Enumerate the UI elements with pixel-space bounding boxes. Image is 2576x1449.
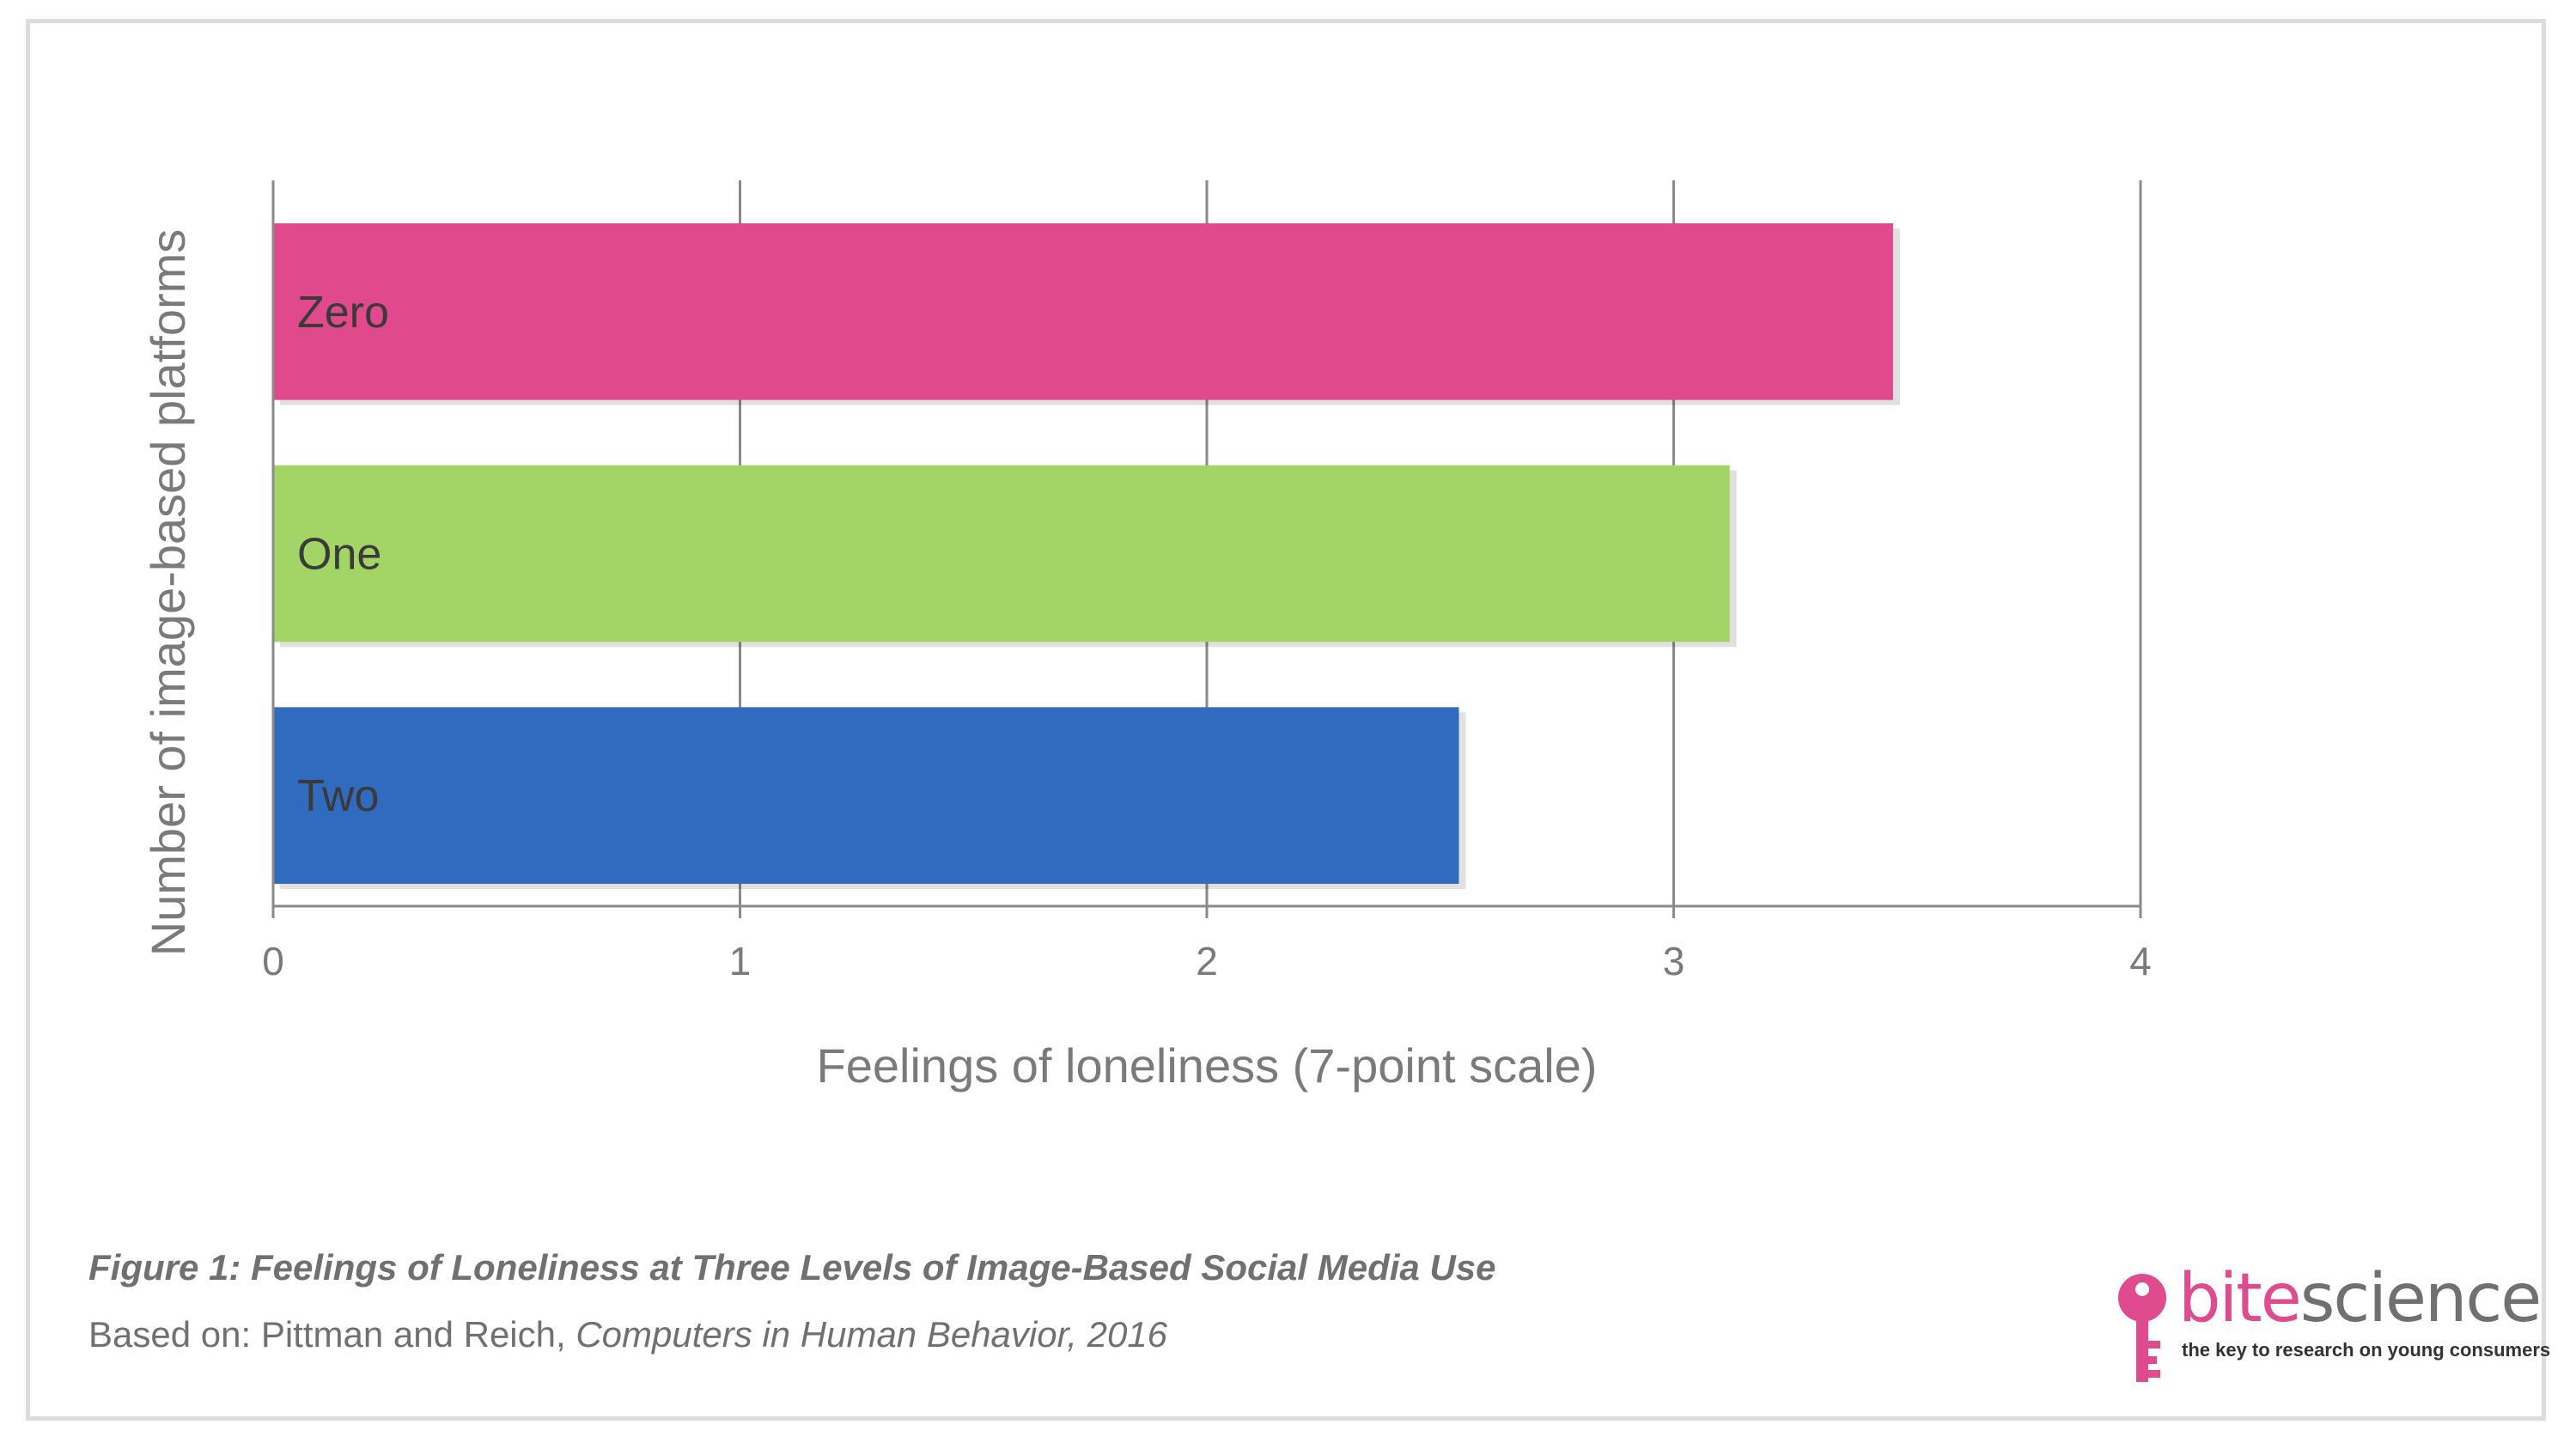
source-prefix: Based on: Pittman and Reich,: [88, 1314, 576, 1355]
figure-caption-title: Figure 1: Feelings of Loneliness at Thre…: [88, 1247, 1496, 1288]
bar-one: [273, 465, 1730, 642]
bar-label-one: One: [297, 530, 381, 580]
x-tick-label: 2: [1196, 939, 1218, 983]
bar-label-zero: Zero: [297, 288, 389, 338]
x-tick-label: 3: [1663, 939, 1685, 983]
figure-caption-source: Based on: Pittman and Reich, Computers i…: [88, 1314, 1167, 1355]
logo-bite: bite: [2178, 1260, 2302, 1337]
logo-tagline: the key to research on young consumers: [2182, 1339, 2551, 1361]
labels: 0 1 2 3 4 Zero One Two Feelings of loneliness (7…: [141, 229, 2152, 1093]
x-axis-title: Feelings of loneliness (7-point scale): [817, 1038, 1598, 1093]
key-icon: [2118, 1274, 2166, 1382]
logo-science: science: [2299, 1260, 2542, 1337]
x-tick-label: 1: [729, 939, 752, 983]
x-tick-label: 4: [2129, 939, 2152, 983]
figure-frame: [26, 19, 2546, 1421]
bar-two: [273, 707, 1459, 884]
bar-zero: [273, 223, 1893, 400]
source-journal: Computers in Human Behavior, 2016: [575, 1314, 1168, 1355]
x-tick-label: 0: [262, 939, 284, 983]
axes: [271, 180, 2142, 918]
bitescience-logo: bitescience the key to research on young…: [2113, 1265, 2550, 1396]
bar-label-two: Two: [297, 771, 379, 821]
bars: [273, 223, 1900, 889]
logo-wordmark: bitescience: [2178, 1265, 2542, 1332]
y-axis-title: Number of image-based platforms: [141, 229, 195, 957]
